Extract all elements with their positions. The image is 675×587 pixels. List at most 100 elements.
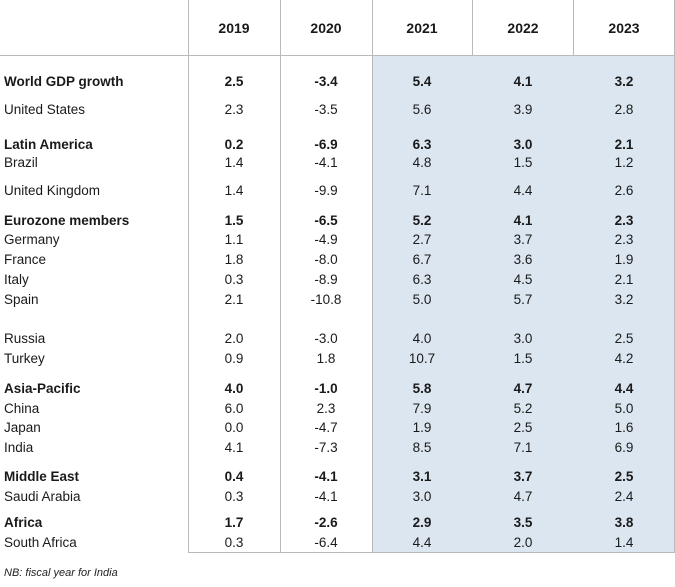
growth-value: -6.5 bbox=[314, 213, 338, 228]
growth-value: -10.8 bbox=[310, 292, 342, 307]
growth-value: -3.5 bbox=[314, 102, 338, 117]
growth-value: 4.8 bbox=[412, 155, 432, 170]
region-row: Latin America 0.2 -6.9 6.3 3.0 2.1 bbox=[0, 137, 675, 155]
growth-value: 5.0 bbox=[614, 401, 634, 416]
row-label: Brazil bbox=[4, 155, 38, 170]
growth-value: -3.4 bbox=[314, 74, 338, 89]
column-divider bbox=[280, 0, 281, 553]
growth-value: 5.0 bbox=[412, 292, 432, 307]
growth-value: 2.1 bbox=[614, 272, 634, 287]
growth-value: -4.7 bbox=[314, 420, 338, 435]
growth-value: 3.7 bbox=[513, 469, 533, 484]
growth-value: 4.2 bbox=[614, 351, 634, 366]
growth-value: -4.9 bbox=[314, 232, 338, 247]
country-row: Japan 0.0 -4.7 1.9 2.5 1.6 bbox=[0, 420, 675, 438]
gdp-growth-table: 2019 2020 2021 2022 2023 World GDP growt… bbox=[0, 0, 675, 553]
country-row: Turkey 0.9 1.8 10.7 1.5 4.2 bbox=[0, 351, 675, 369]
growth-value: 1.1 bbox=[224, 232, 244, 247]
footnote: NB: fiscal year for India bbox=[4, 567, 118, 579]
growth-value: 6.7 bbox=[412, 252, 432, 267]
growth-value: -1.0 bbox=[314, 381, 338, 396]
growth-value: 2.5 bbox=[614, 469, 634, 484]
row-label: France bbox=[4, 252, 47, 267]
growth-value: 5.6 bbox=[412, 102, 432, 117]
growth-value: -2.6 bbox=[314, 515, 338, 530]
row-label: Russia bbox=[4, 331, 46, 346]
growth-value: 3.2 bbox=[614, 74, 634, 89]
growth-value: 4.1 bbox=[513, 74, 533, 89]
row-label: Turkey bbox=[4, 351, 45, 366]
growth-value: 0.3 bbox=[224, 535, 244, 550]
growth-value: -3.0 bbox=[314, 331, 338, 346]
growth-value: 2.5 bbox=[513, 420, 533, 435]
growth-value: 7.1 bbox=[412, 183, 432, 198]
growth-value: -6.4 bbox=[314, 535, 338, 550]
growth-value: 4.4 bbox=[412, 535, 432, 550]
growth-value: 2.0 bbox=[513, 535, 533, 550]
growth-value: 7.1 bbox=[513, 440, 533, 455]
growth-value: 6.3 bbox=[412, 137, 432, 152]
growth-value: 1.8 bbox=[224, 252, 244, 267]
growth-value: 2.4 bbox=[614, 489, 634, 504]
growth-value: 5.4 bbox=[412, 74, 432, 89]
forecast-shading bbox=[372, 56, 674, 553]
growth-value: 10.7 bbox=[408, 351, 436, 366]
row-label: World GDP growth bbox=[4, 74, 124, 89]
growth-value: 6.0 bbox=[224, 401, 244, 416]
country-row: Italy 0.3 -8.9 6.3 4.5 2.1 bbox=[0, 272, 675, 290]
column-divider bbox=[573, 0, 574, 56]
growth-value: 0.3 bbox=[224, 272, 244, 287]
growth-value: 1.9 bbox=[412, 420, 432, 435]
column-divider bbox=[372, 0, 373, 553]
growth-value: 4.7 bbox=[513, 489, 533, 504]
growth-value: 1.6 bbox=[614, 420, 634, 435]
growth-value: 3.6 bbox=[513, 252, 533, 267]
country-row: United States 2.3 -3.5 5.6 3.9 2.8 bbox=[0, 102, 675, 120]
region-row: Eurozone members 1.5 -6.5 5.2 4.1 2.3 bbox=[0, 213, 675, 231]
growth-value: 0.9 bbox=[224, 351, 244, 366]
row-label: Saudi Arabia bbox=[4, 489, 81, 504]
row-label: Germany bbox=[4, 232, 60, 247]
growth-value: 1.5 bbox=[513, 155, 533, 170]
country-row: Spain 2.1 -10.8 5.0 5.7 3.2 bbox=[0, 292, 675, 310]
growth-value: 4.0 bbox=[412, 331, 432, 346]
growth-value: 0.4 bbox=[224, 469, 244, 484]
growth-value: 4.4 bbox=[614, 381, 634, 396]
growth-value: 4.7 bbox=[513, 381, 533, 396]
growth-value: 2.0 bbox=[224, 331, 244, 346]
growth-value: 4.5 bbox=[513, 272, 533, 287]
region-row: Asia-Pacific 4.0 -1.0 5.8 4.7 4.4 bbox=[0, 381, 675, 399]
growth-value: 3.9 bbox=[513, 102, 533, 117]
growth-value: 3.2 bbox=[614, 292, 634, 307]
country-row: China 6.0 2.3 7.9 5.2 5.0 bbox=[0, 401, 675, 419]
growth-value: 2.8 bbox=[614, 102, 634, 117]
growth-value: -4.1 bbox=[314, 469, 338, 484]
growth-value: -8.9 bbox=[314, 272, 338, 287]
table-bottom-border bbox=[188, 552, 675, 553]
year-header: 2022 bbox=[507, 20, 539, 36]
column-divider bbox=[188, 0, 189, 553]
row-label: Japan bbox=[4, 420, 41, 435]
growth-value: 1.7 bbox=[224, 515, 244, 530]
growth-value: 4.1 bbox=[224, 440, 244, 455]
growth-value: 0.3 bbox=[224, 489, 244, 504]
row-label: China bbox=[4, 401, 40, 416]
growth-value: 2.3 bbox=[614, 232, 634, 247]
growth-value: 3.0 bbox=[412, 489, 432, 504]
region-row: World GDP growth 2.5 -3.4 5.4 4.1 3.2 bbox=[0, 74, 675, 92]
growth-value: 0.2 bbox=[224, 137, 244, 152]
growth-value: 2.6 bbox=[614, 183, 634, 198]
country-row: Saudi Arabia 0.3 -4.1 3.0 4.7 2.4 bbox=[0, 489, 675, 507]
row-label: Latin America bbox=[4, 137, 93, 152]
country-row: Germany 1.1 -4.9 2.7 3.7 2.3 bbox=[0, 232, 675, 250]
growth-value: 3.5 bbox=[513, 515, 533, 530]
growth-value: 3.0 bbox=[513, 331, 533, 346]
growth-value: -9.9 bbox=[314, 183, 338, 198]
country-row: Brazil 1.4 -4.1 4.8 1.5 1.2 bbox=[0, 155, 675, 173]
row-label: South Africa bbox=[4, 535, 77, 550]
growth-value: 2.5 bbox=[614, 331, 634, 346]
row-label: United States bbox=[4, 102, 86, 117]
header-divider bbox=[0, 55, 675, 56]
growth-value: -4.1 bbox=[314, 489, 338, 504]
growth-value: -8.0 bbox=[314, 252, 338, 267]
